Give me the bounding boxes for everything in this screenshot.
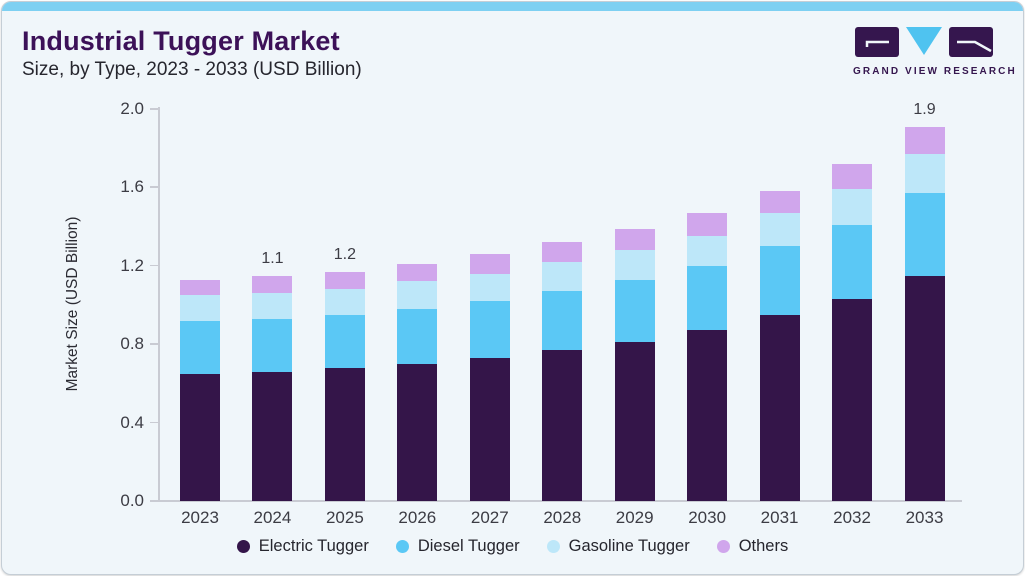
bar-segment-gasoline-tugger-2030 (687, 236, 728, 266)
legend: Electric Tugger Diesel Tugger Gasoline Tug… (2, 537, 1023, 556)
x-tick-label: 2025 (325, 508, 364, 527)
y-tick-mark (150, 421, 159, 424)
bar-segment-electric-tugger-2031 (759, 314, 800, 501)
bar-segment-diesel-tugger-2026 (397, 308, 438, 364)
bar-segment-gasoline-tugger-2029 (614, 250, 655, 280)
y-tick-label: 0.4 (120, 412, 144, 432)
bar-segment-others-2032 (832, 163, 873, 190)
bar-segment-diesel-tugger-2024 (252, 318, 293, 372)
bar-segment-electric-tugger-2025 (324, 367, 365, 501)
bar-segment-others-2031 (759, 191, 800, 213)
bar-segment-gasoline-tugger-2027 (469, 273, 510, 302)
bar-segment-electric-tugger-2024 (252, 371, 293, 501)
legend-dot-icon (716, 540, 730, 553)
y-tick-mark (150, 500, 159, 502)
legend-item-diesel-tugger: Diesel Tugger (395, 537, 520, 556)
bar-segment-electric-tugger-2030 (687, 330, 728, 501)
bar-segment-others-2027 (469, 254, 510, 274)
bar-segment-others-2025 (324, 271, 365, 290)
bar-segment-others-2026 (397, 263, 438, 282)
bar-segment-gasoline-tugger-2031 (759, 212, 800, 247)
x-tick-label: 2024 (253, 508, 292, 527)
y-tick-mark (150, 264, 159, 267)
y-tick-label: 0.8 (120, 334, 144, 354)
bar-segment-diesel-tugger-2032 (832, 224, 873, 300)
page-title: Industrial Tugger Market (22, 26, 340, 56)
bar-segment-gasoline-tugger-2025 (324, 289, 365, 315)
bar-segment-others-2023 (180, 279, 220, 296)
x-tick-label: 2023 (181, 508, 219, 527)
bar-segment-diesel-tugger-2030 (687, 265, 728, 331)
bar-segment-diesel-tugger-2025 (324, 314, 365, 368)
bar-segment-electric-tugger-2028 (542, 350, 583, 501)
x-tick-label: 2026 (398, 508, 437, 527)
y-tick-mark (150, 343, 159, 345)
bar-value-label-2024: 1.1 (261, 249, 284, 267)
bar-segment-electric-tugger-2026 (397, 363, 438, 501)
y-axis-line (158, 107, 160, 501)
top-accent-strip (2, 2, 1023, 11)
y-tick-label: 2.0 (120, 99, 144, 118)
bar-segment-gasoline-tugger-2023 (180, 295, 220, 321)
x-tick-label: 2027 (470, 508, 509, 527)
bar-segment-gasoline-tugger-2024 (252, 293, 293, 319)
bar-segment-gasoline-tugger-2032 (832, 189, 873, 225)
x-tick-label: 2032 (833, 508, 871, 527)
bar-segment-others-2024 (252, 275, 293, 294)
bar-segment-diesel-tugger-2033 (904, 193, 945, 276)
y-tick-mark (150, 186, 159, 188)
legend-dot-icon (395, 540, 409, 553)
legend-label: Diesel Tugger (417, 537, 520, 555)
page-subtitle: Size, by Type, 2023 - 2033 (USD Billion) (22, 59, 362, 80)
bar-segment-electric-tugger-2027 (469, 357, 510, 501)
bar-value-label-2025: 1.2 (333, 245, 357, 263)
y-tick-label: 0.0 (120, 491, 144, 510)
bar-segment-electric-tugger-2029 (614, 342, 655, 501)
bar-segment-gasoline-tugger-2033 (904, 154, 945, 194)
bar-segment-gasoline-tugger-2028 (542, 261, 583, 292)
bar-segment-diesel-tugger-2031 (759, 246, 800, 315)
bar-segment-diesel-tugger-2028 (542, 291, 583, 351)
legend-dot-icon (546, 540, 560, 553)
logo-wordmark: GRAND VIEW RESEARCH (853, 66, 1017, 77)
legend-item-electric-tugger: Electric Tugger (236, 537, 369, 556)
y-axis-title: Market Size (USD Billion) (64, 216, 81, 392)
x-tick-label: 2030 (688, 508, 727, 527)
bar-segment-others-2028 (542, 242, 583, 262)
x-axis-line (158, 500, 962, 502)
bar-segment-others-2033 (904, 126, 945, 155)
legend-label: Electric Tugger (258, 537, 369, 555)
y-tick-label: 1.2 (120, 255, 144, 275)
legend-label: Others (738, 537, 789, 555)
bar-segment-electric-tugger-2032 (832, 299, 873, 501)
bar-segment-diesel-tugger-2023 (180, 320, 220, 374)
gvr-logo-icon (855, 27, 993, 57)
legend-item-others: Others (716, 537, 789, 556)
bar-segment-others-2029 (614, 228, 655, 251)
grand-view-research-logo: GRAND VIEW RESEARCH (853, 26, 1017, 77)
y-tick-label: 1.6 (120, 177, 144, 197)
bar-segment-diesel-tugger-2029 (614, 279, 655, 343)
y-tick-mark (150, 108, 159, 110)
x-tick-label: 2031 (760, 508, 799, 527)
legend-dot-icon (236, 540, 250, 553)
legend-item-gasoline-tugger: Gasoline Tugger (546, 537, 690, 556)
x-tick-label: 2029 (615, 508, 654, 527)
legend-label: Gasoline Tugger (568, 537, 690, 555)
bar-segment-electric-tugger-2023 (180, 373, 220, 501)
x-tick-label: 2028 (543, 508, 582, 527)
bar-segment-others-2030 (687, 212, 728, 237)
x-tick-label: 2033 (905, 508, 944, 527)
bar-segment-diesel-tugger-2027 (469, 301, 510, 358)
bar-segment-gasoline-tugger-2026 (397, 281, 438, 309)
bar-segment-electric-tugger-2033 (904, 275, 945, 501)
bar-value-label-2033: 1.9 (913, 100, 936, 118)
